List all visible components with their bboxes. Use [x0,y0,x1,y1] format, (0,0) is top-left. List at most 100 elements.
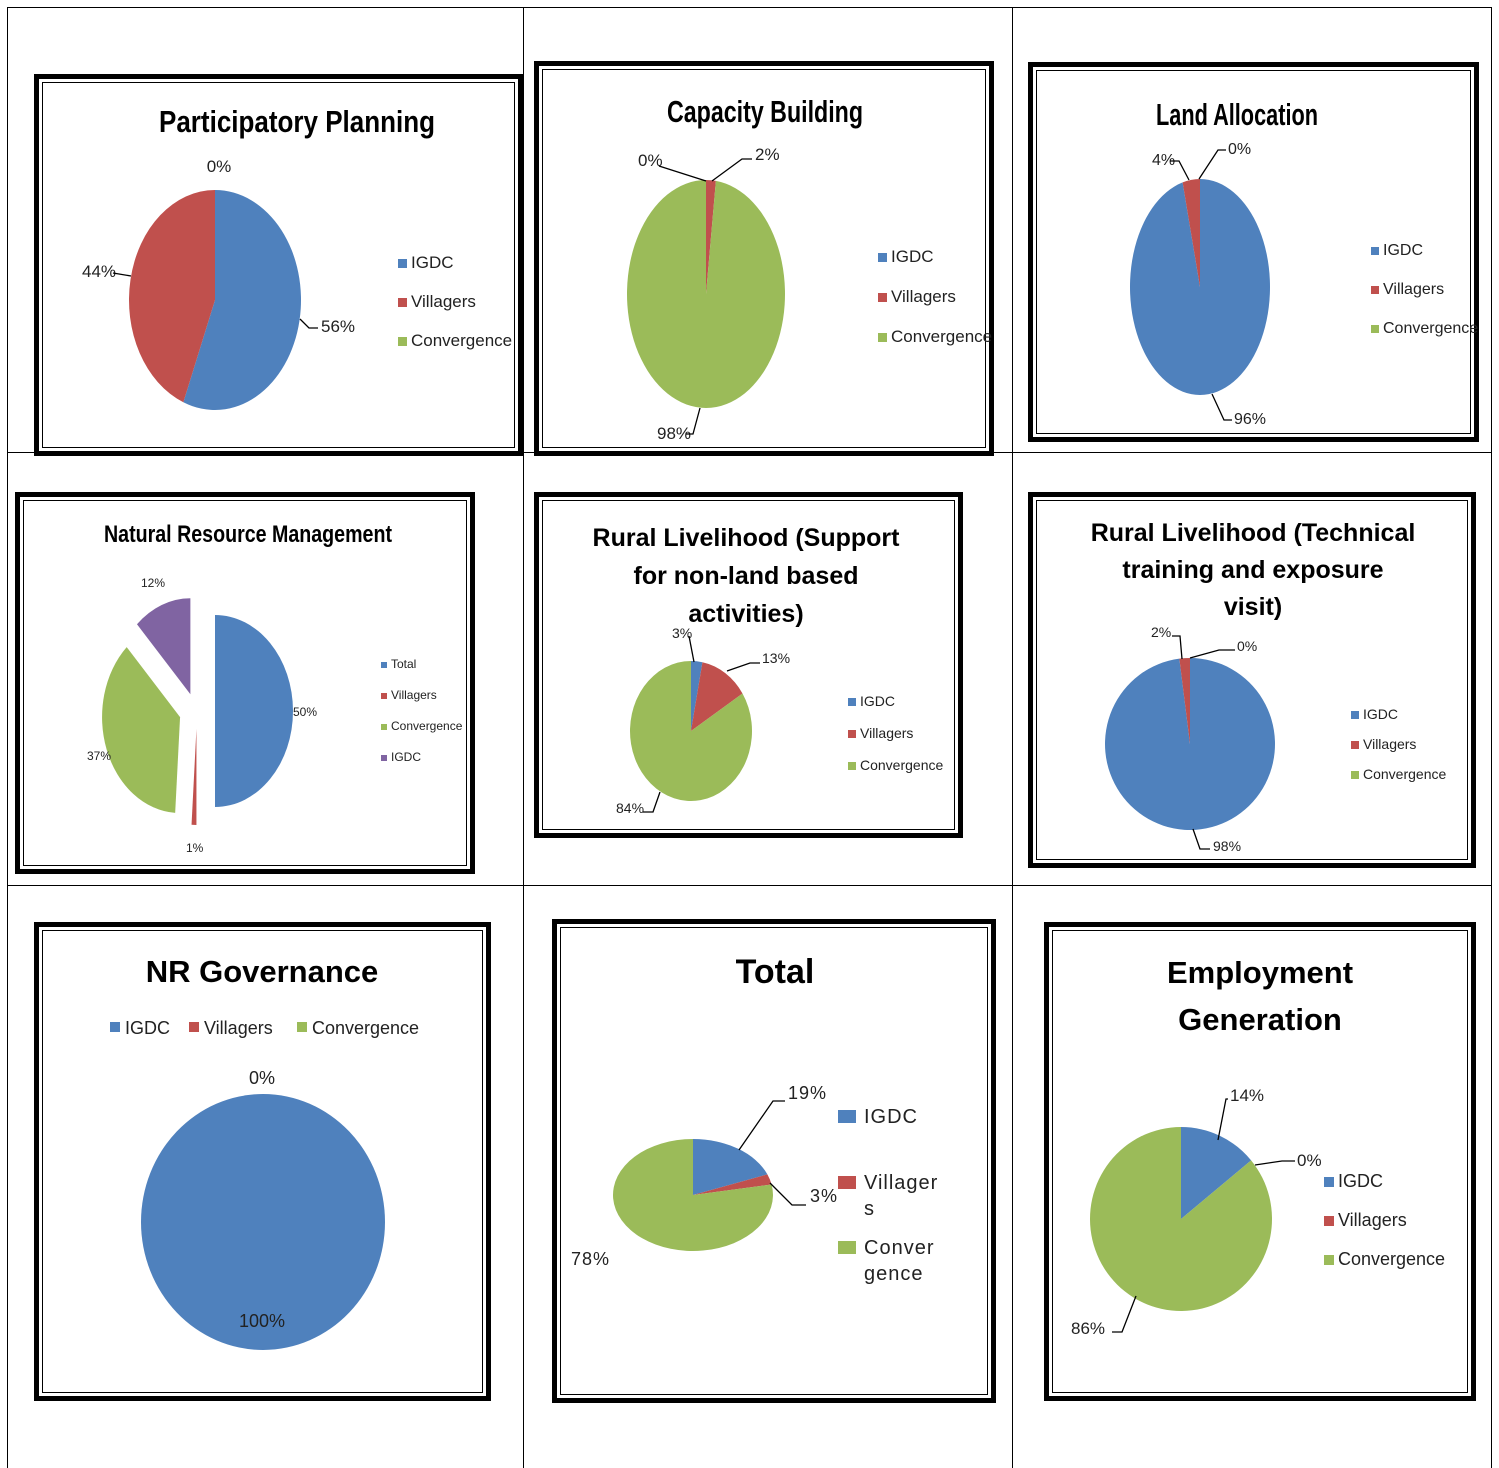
legend-swatch [878,293,887,302]
legend-label: Convergence [312,1018,419,1038]
data-label: 44% [82,262,116,281]
chart-title: Rural Livelihood (Technical [1091,519,1416,547]
legend-swatch [1371,325,1379,333]
leader-line [1172,635,1183,660]
legend-label: Convergence [1383,320,1478,337]
legend-swatch [848,762,856,770]
legend-swatch [838,1110,856,1123]
legend-label: Total [391,657,416,671]
data-label: 50% [293,705,317,719]
legend-label: IGDC [411,253,454,272]
legend-swatch [1324,1255,1334,1265]
pie-slice-igdc [691,661,703,731]
leader-line [1170,160,1190,181]
chart-title: activities) [688,600,803,628]
legend-label: IGDC [125,1018,170,1038]
grid-line [7,7,8,1468]
grid-line [7,7,1492,8]
legend-swatch [398,298,407,307]
leader-line [711,158,752,182]
legend-label: Villagers [891,287,956,306]
data-label: 19% [788,1083,827,1103]
legend-swatch [1351,741,1359,749]
pie-slice-villagers [128,189,215,403]
leader-line [1217,1098,1228,1141]
legend-label: Villagers [204,1018,273,1038]
legend-swatch [1324,1216,1334,1226]
pie-slice-igdc [1181,1127,1252,1219]
leader-line [1211,393,1232,421]
chart-title: Natural Resource Management [104,521,392,548]
data-label: 0% [249,1068,275,1088]
data-label: 13% [762,650,790,666]
leader-line [686,407,701,435]
legend-label: IGDC [860,693,895,709]
leader-line [1112,1295,1137,1333]
chart-rural-livelihood-technical [1028,492,1476,868]
chart-title: Employment [1167,955,1353,990]
grid-line [1012,7,1013,1468]
legend-label: Convergence [891,327,992,346]
pie-slice-convergence [1090,1127,1273,1312]
legend-swatch [189,1022,199,1032]
leader-line [1198,149,1226,180]
pie-slice-villagers [191,728,197,825]
chart-title: for non-land based [634,562,859,590]
chart-natural-resource-management [15,492,475,874]
data-label: 37% [87,749,111,763]
leader-line [1192,828,1210,850]
data-label: 3% [810,1186,838,1206]
chart-title: Capacity Building [667,94,863,129]
data-label: 1% [186,841,204,855]
chart-title: Total [736,953,815,991]
legend-swatch [1324,1177,1334,1187]
legend-label: Villagers [411,292,476,311]
leader-line [688,635,695,663]
chart-title: Participatory Planning [159,104,435,139]
pie-slice-convergence [629,661,752,802]
legend-label: IGDC [864,1106,918,1128]
data-label: 2% [755,145,780,164]
legend-label: Villagers [1383,281,1444,298]
leader-line [769,1182,806,1206]
legend-swatch [848,698,856,706]
pie-slice-igdc [183,190,301,410]
data-label: 2% [1151,624,1171,640]
chart-title: NR Governance [146,954,379,989]
data-label: 86% [1071,1319,1105,1338]
legend-label: Conver [864,1237,934,1259]
pie-slice-igdc [141,1094,385,1350]
data-label: 98% [1213,838,1241,854]
legend-label: IGDC [1363,706,1398,722]
pie-slice-villagers [693,1174,772,1195]
legend-label: Convergence [1363,766,1446,782]
chart-total [552,919,996,1403]
legend-label: IGDC [391,750,421,764]
legend-label: Villagers [1363,736,1416,752]
chart-title: visit) [1224,593,1282,621]
legend-label: IGDC [1383,242,1423,259]
data-label: 96% [1234,411,1266,428]
legend-label: Villager [864,1172,938,1194]
legend-label: Villagers [1338,1210,1407,1230]
data-label: 0% [1297,1151,1322,1170]
pie-slice-villagers [706,180,716,294]
legend-swatch [1371,286,1379,294]
leader-line [1254,1160,1295,1166]
pie-slice-convergence [613,1139,774,1251]
legend-swatch [381,724,387,730]
leader-line [738,1100,785,1151]
data-label: 3% [672,625,692,641]
legend-swatch [1371,247,1379,255]
data-label: 98% [657,424,691,443]
grid-line [523,7,524,1468]
pie-slice-total [215,615,293,807]
legend-label: Convergence [860,757,943,773]
pie-slice-convergence [627,180,786,409]
legend-swatch [878,253,887,262]
pie-slice-villagers [691,662,743,731]
leader-line [112,272,132,277]
data-label: 78% [571,1249,610,1269]
